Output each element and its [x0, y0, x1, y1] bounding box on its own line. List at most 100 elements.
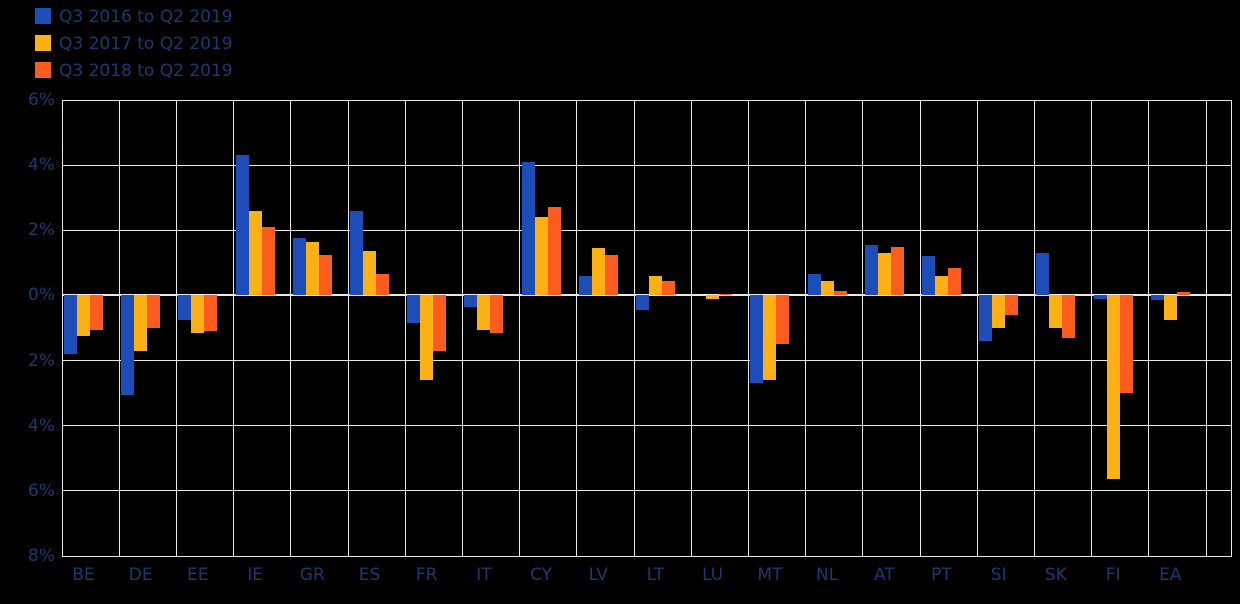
v-gridline: [461, 100, 463, 556]
v-gridline: [976, 100, 978, 556]
bar-sk-s1: [1036, 253, 1050, 296]
h-gridline: [62, 490, 1232, 492]
y-tick-label: 6%: [28, 90, 55, 110]
bar-cy-s3: [547, 207, 561, 296]
v-gridline: [1148, 100, 1150, 556]
bar-lu-s2: [706, 295, 720, 299]
bar-fr-s3: [433, 295, 447, 351]
bar-nl-s3: [833, 290, 847, 296]
bar-ea-s2: [1163, 295, 1177, 320]
bar-mt-s2: [763, 295, 777, 381]
x-tick-label: MT: [757, 565, 783, 585]
bar-de-s3: [147, 295, 161, 328]
x-tick-label: BE: [72, 565, 95, 585]
v-gridline: [61, 100, 63, 556]
h-gridline: [62, 425, 1232, 427]
y-tick-label: 6%: [28, 480, 55, 501]
v-gridline: [233, 100, 235, 556]
bar-si-s3: [1005, 295, 1019, 315]
v-gridline: [404, 100, 406, 556]
bar-cy-s1: [521, 161, 535, 296]
bar-it-s2: [477, 295, 491, 330]
v-gridline: [347, 100, 349, 556]
bar-pt-s3: [948, 267, 961, 296]
bar-lt-s1: [636, 295, 649, 311]
y-tick-label: 4%: [28, 155, 55, 176]
v-gridline: [747, 100, 749, 556]
bar-fi-s3: [1119, 295, 1133, 394]
bar-ee-s1: [178, 295, 192, 320]
bar-it-s1: [464, 295, 478, 307]
bar-ee-s2: [191, 295, 205, 333]
bar-nl-s1: [807, 274, 821, 296]
v-gridline: [919, 100, 921, 556]
v-gridline: [576, 100, 578, 556]
y-tick-label: 2%: [28, 220, 55, 241]
x-tick-label: NL: [815, 565, 839, 585]
bar-mt-s3: [776, 295, 790, 345]
legend-color-swatch: [35, 35, 51, 51]
bar-lv-s3: [604, 254, 618, 296]
bar-it-s3: [490, 295, 504, 333]
v-gridline: [118, 100, 120, 556]
x-tick-label: LV: [588, 565, 608, 585]
bar-es-s2: [363, 251, 376, 296]
x-tick-label: SI: [990, 565, 1007, 585]
legend-series-label: Q3 2017 to Q2 2019: [59, 34, 233, 54]
x-tick-label: EE: [187, 565, 209, 585]
bar-es-s1: [350, 210, 363, 296]
v-gridline: [1091, 100, 1093, 556]
x-tick-label: ES: [358, 565, 381, 585]
bar-be-s3: [90, 295, 103, 330]
x-tick-label: CY: [530, 565, 553, 585]
legend-series-label: Q3 2018 to Q2 2019: [59, 61, 233, 81]
legend-color-swatch: [35, 62, 51, 78]
bar-ie-s3: [261, 227, 275, 296]
bar-at-s3: [890, 246, 904, 296]
x-tick-label: IE: [247, 565, 263, 585]
v-gridline: [633, 100, 635, 556]
h-gridline: [62, 555, 1232, 557]
plot-right-border: [1231, 100, 1232, 556]
x-tick-label: SK: [1044, 565, 1067, 585]
bar-es-s3: [376, 274, 389, 296]
bar-pt-s1: [922, 256, 935, 296]
v-gridline: [290, 100, 292, 556]
v-gridline: [805, 100, 807, 556]
x-tick-label: AT: [873, 565, 895, 585]
bar-mt-s1: [750, 295, 764, 384]
bar-fi-s1: [1093, 295, 1107, 299]
legend-series-label: Q3 2016 to Q2 2019: [59, 7, 233, 27]
v-gridline: [519, 100, 521, 556]
y-tick-label: 8%: [28, 546, 55, 566]
bar-lv-s1: [578, 275, 592, 296]
bar-fi-s2: [1106, 295, 1120, 480]
bar-de-s1: [121, 295, 135, 395]
bar-lt-s3: [662, 280, 675, 296]
legend-item: Q3 2016 to Q2 2019: [35, 7, 355, 27]
bar-pt-s2: [935, 275, 948, 296]
bar-sk-s2: [1049, 295, 1063, 328]
bar-gr-s1: [292, 238, 306, 296]
bar-fr-s1: [407, 295, 421, 324]
x-tick-label: LT: [646, 565, 665, 585]
bar-si-s1: [979, 295, 993, 342]
y-tick-label: 2%: [28, 350, 55, 371]
bar-ea-s3: [1176, 292, 1190, 296]
h-gridline: [62, 99, 1232, 101]
h-gridline: [62, 164, 1232, 166]
bar-ee-s3: [204, 295, 218, 332]
v-gridline: [1205, 100, 1207, 556]
x-tick-label: GR: [299, 565, 325, 585]
x-tick-label: FI: [1105, 565, 1121, 585]
legend-item: Q3 2017 to Q2 2019: [35, 34, 355, 54]
v-gridline: [175, 100, 177, 556]
bar-fr-s2: [420, 295, 434, 381]
bar-be-s2: [77, 295, 90, 337]
bar-gr-s2: [305, 241, 319, 296]
